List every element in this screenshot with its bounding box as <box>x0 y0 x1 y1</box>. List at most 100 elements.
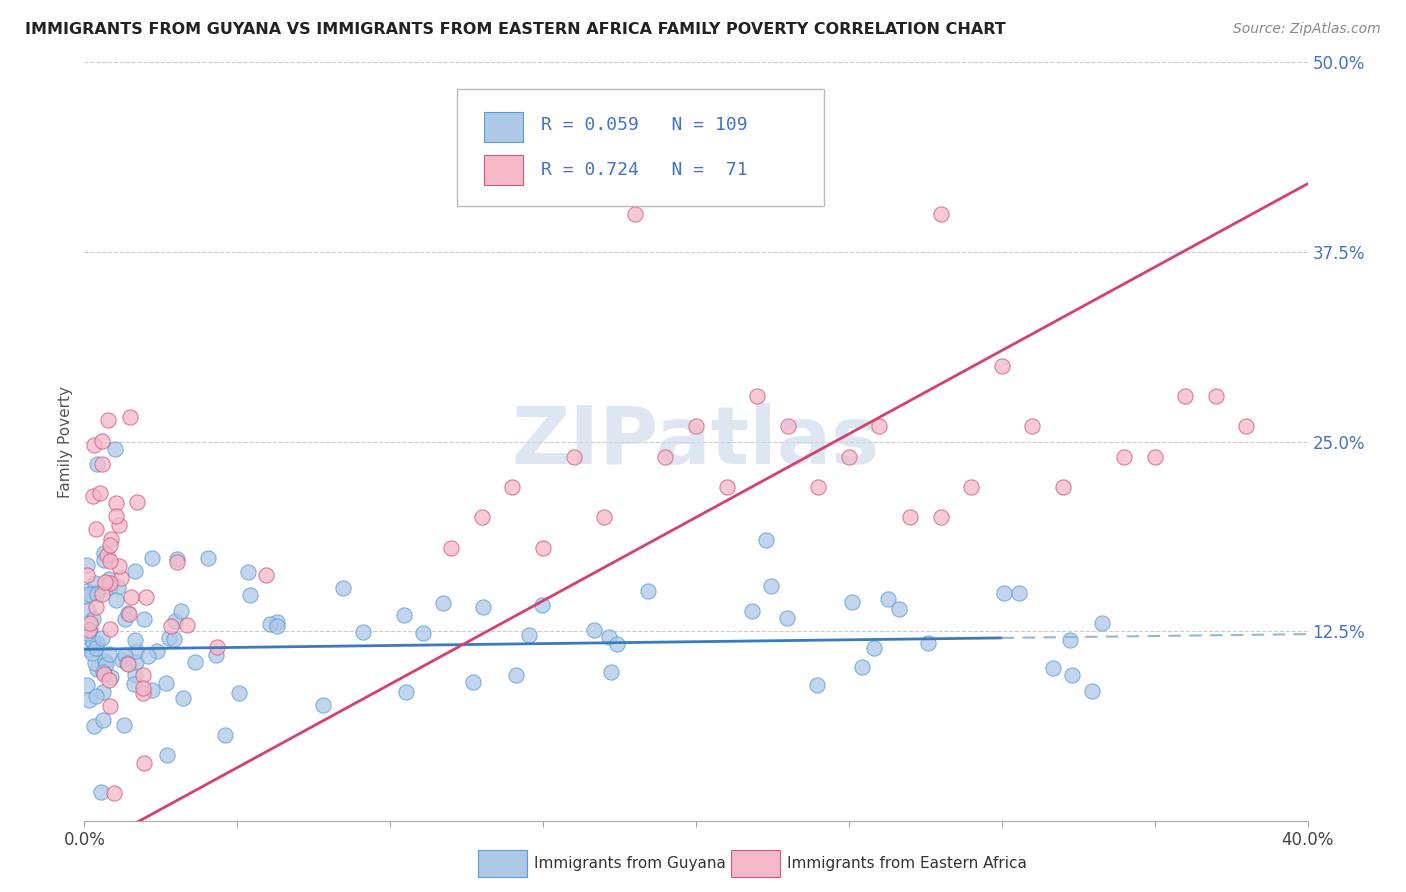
Point <box>806 678 828 692</box>
Point <box>1021 419 1043 434</box>
Point <box>93 714 115 728</box>
Point <box>84 641 107 656</box>
Point <box>352 625 374 640</box>
Point <box>1008 585 1031 599</box>
Bar <box>484 112 523 142</box>
Point <box>530 599 553 613</box>
Point <box>1042 661 1064 675</box>
Point <box>107 580 129 594</box>
Point <box>76 589 98 603</box>
Point <box>531 541 554 555</box>
Point <box>1114 450 1136 464</box>
Point <box>176 618 198 632</box>
Point <box>112 718 135 732</box>
Text: Immigrants from Eastern Africa: Immigrants from Eastern Africa <box>787 856 1028 871</box>
Point <box>432 596 454 610</box>
Point <box>82 635 104 649</box>
Point <box>877 591 900 606</box>
Point <box>960 480 983 494</box>
Point <box>84 600 107 615</box>
Point <box>807 480 830 494</box>
Point <box>98 580 121 594</box>
Point <box>863 640 886 655</box>
Point <box>517 628 540 642</box>
Point <box>841 594 863 608</box>
Point <box>685 177 707 191</box>
FancyBboxPatch shape <box>457 89 824 207</box>
Point <box>90 457 112 471</box>
Point <box>105 593 128 607</box>
Point <box>124 667 146 681</box>
Point <box>104 442 127 457</box>
Point <box>77 587 100 601</box>
Point <box>117 657 139 671</box>
Point <box>105 509 128 524</box>
Point <box>146 643 169 657</box>
Point <box>761 579 783 593</box>
Point <box>136 649 159 664</box>
Point <box>266 619 288 633</box>
Point <box>98 538 121 552</box>
Point <box>114 612 136 626</box>
Point <box>79 622 101 636</box>
Point <box>114 648 136 663</box>
Point <box>929 510 952 524</box>
Point <box>776 419 799 434</box>
Point <box>90 785 112 799</box>
Point <box>76 558 98 573</box>
Point <box>80 647 103 661</box>
Point <box>562 450 585 464</box>
Point <box>1205 389 1227 403</box>
Point <box>685 419 707 434</box>
Point <box>94 657 117 671</box>
Point <box>93 545 115 559</box>
Point <box>505 668 527 682</box>
Point <box>100 532 122 546</box>
Point <box>91 684 114 698</box>
Point <box>1091 615 1114 630</box>
Point <box>197 550 219 565</box>
Point <box>108 518 131 533</box>
Point <box>91 665 114 679</box>
Point <box>166 555 188 569</box>
Point <box>254 567 277 582</box>
Point <box>166 552 188 566</box>
Point <box>76 583 98 598</box>
Text: Immigrants from Guyana: Immigrants from Guyana <box>534 856 725 871</box>
Point <box>120 409 142 424</box>
Point <box>100 623 122 637</box>
Point <box>97 412 120 426</box>
Point <box>654 450 676 464</box>
Point <box>471 510 494 524</box>
Point <box>120 590 142 604</box>
Point <box>76 625 98 640</box>
Point <box>155 676 177 690</box>
Point <box>172 691 194 706</box>
Point <box>502 480 524 494</box>
Point <box>84 522 107 536</box>
Point <box>127 494 149 508</box>
Point <box>599 665 621 679</box>
Point <box>90 632 112 646</box>
Point <box>461 674 484 689</box>
Point <box>593 510 616 524</box>
Point <box>1059 632 1081 647</box>
Point <box>747 389 769 403</box>
Point <box>83 657 105 671</box>
Point <box>929 207 952 221</box>
Point <box>155 748 177 763</box>
Point <box>606 637 628 651</box>
Point <box>86 458 108 472</box>
Point <box>111 653 134 667</box>
Point <box>134 756 156 771</box>
Point <box>104 495 127 509</box>
Point <box>86 689 108 703</box>
Point <box>160 619 183 633</box>
Point <box>993 586 1015 600</box>
Point <box>98 576 121 591</box>
Point <box>89 486 111 500</box>
Point <box>117 656 139 670</box>
Point <box>100 670 122 684</box>
Point <box>79 615 101 630</box>
Point <box>266 615 288 629</box>
